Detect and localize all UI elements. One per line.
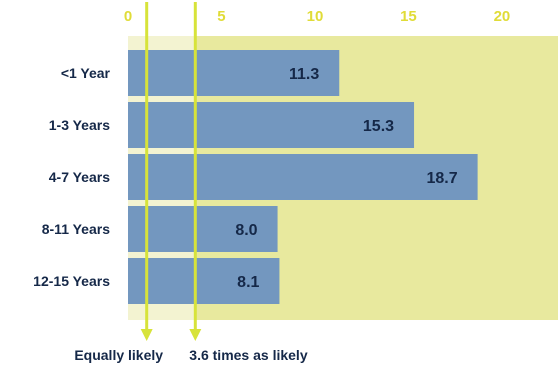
category-label: 8-11 Years: [42, 221, 110, 237]
x-tick-label: 0: [124, 8, 132, 25]
category-label: 12-15 Years: [33, 273, 110, 289]
x-tick-label: 5: [217, 8, 225, 25]
x-tick-label: 20: [494, 8, 511, 25]
bar: [128, 206, 278, 252]
value-label: 18.7: [426, 170, 457, 187]
bar: [128, 50, 340, 96]
bar: [128, 154, 478, 200]
value-label: 11.3: [289, 66, 319, 83]
value-label: 15.3: [363, 118, 394, 135]
reference-label: 3.6 times as likely: [189, 347, 308, 363]
x-tick-label: 15: [400, 8, 417, 25]
value-label: 8.0: [235, 222, 257, 239]
value-label: 8.1: [237, 274, 259, 291]
x-tick-label: 10: [307, 8, 324, 25]
reference-label: Equally likely: [74, 347, 163, 363]
category-label: 4-7 Years: [49, 169, 110, 185]
category-label: <1 Year: [61, 65, 111, 81]
bar: [128, 102, 415, 148]
bar: [128, 258, 280, 304]
category-label: 1-3 Years: [49, 117, 110, 133]
